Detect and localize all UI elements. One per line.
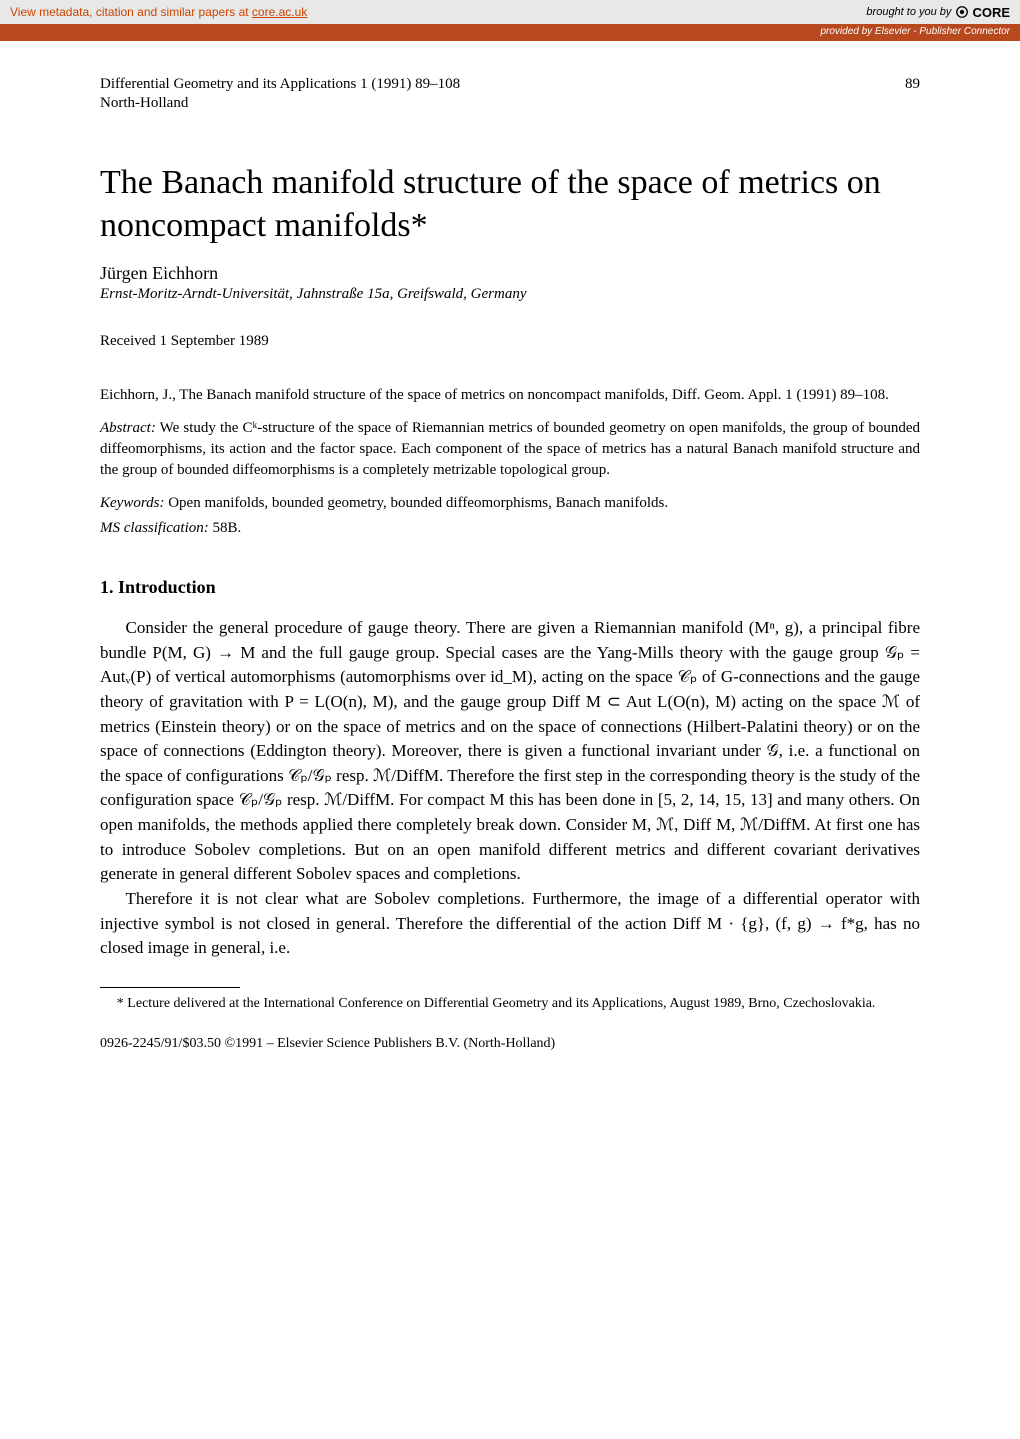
keywords: Keywords: Open manifolds, bounded geomet… [100, 493, 920, 514]
banner-right: brought to you by CORE [866, 5, 1010, 20]
author-affiliation: Ernst-Moritz-Arndt-Universität, Jahnstra… [100, 286, 920, 303]
banner-prefix: View metadata, citation and similar pape… [10, 5, 252, 19]
page-content: Differential Geometry and its Applicatio… [0, 41, 1020, 1082]
footnote-separator [100, 987, 240, 988]
abstract-label: Abstract: [100, 420, 156, 436]
received-date: Received 1 September 1989 [100, 333, 920, 350]
core-link[interactable]: core.ac.uk [252, 5, 307, 19]
journal-header: Differential Geometry and its Applicatio… [100, 76, 920, 93]
copyright-line: 0926-2245/91/$03.50 ©1991 – Elsevier Sci… [100, 1036, 920, 1052]
provided-by-text: provided by Elsevier - Publisher Connect… [820, 26, 1010, 37]
publisher: North-Holland [100, 95, 920, 112]
banner-left: View metadata, citation and similar pape… [10, 5, 307, 19]
intro-para-2: Therefore it is not clear what are Sobol… [100, 887, 920, 961]
msclass-label: MS classification: [100, 520, 209, 536]
core-text: CORE [972, 5, 1010, 20]
page-number: 89 [905, 76, 920, 93]
author-name: Jürgen Eichhorn [100, 263, 920, 284]
provided-by-bar: provided by Elsevier - Publisher Connect… [0, 24, 1020, 41]
msclass-text: 58B. [209, 520, 242, 536]
abstract: Abstract: We study the Cᵏ-structure of t… [100, 418, 920, 481]
journal-citation: Differential Geometry and its Applicatio… [100, 76, 460, 93]
core-icon [955, 5, 969, 19]
section-1-heading: 1. Introduction [100, 577, 920, 598]
footnote: * Lecture delivered at the International… [100, 994, 920, 1014]
abstract-text: We study the Cᵏ-structure of the space o… [100, 420, 920, 478]
ms-classification: MS classification: 58B. [100, 520, 920, 537]
keywords-label: Keywords: [100, 495, 164, 511]
intro-para-1: Consider the general procedure of gauge … [100, 616, 920, 887]
paper-title: The Banach manifold structure of the spa… [100, 162, 920, 247]
core-logo[interactable]: CORE [955, 5, 1010, 20]
brought-by-text: brought to you by [866, 6, 951, 18]
core-banner: View metadata, citation and similar pape… [0, 0, 1020, 24]
self-citation: Eichhorn, J., The Banach manifold struct… [100, 385, 920, 406]
keywords-text: Open manifolds, bounded geometry, bounde… [164, 495, 668, 511]
